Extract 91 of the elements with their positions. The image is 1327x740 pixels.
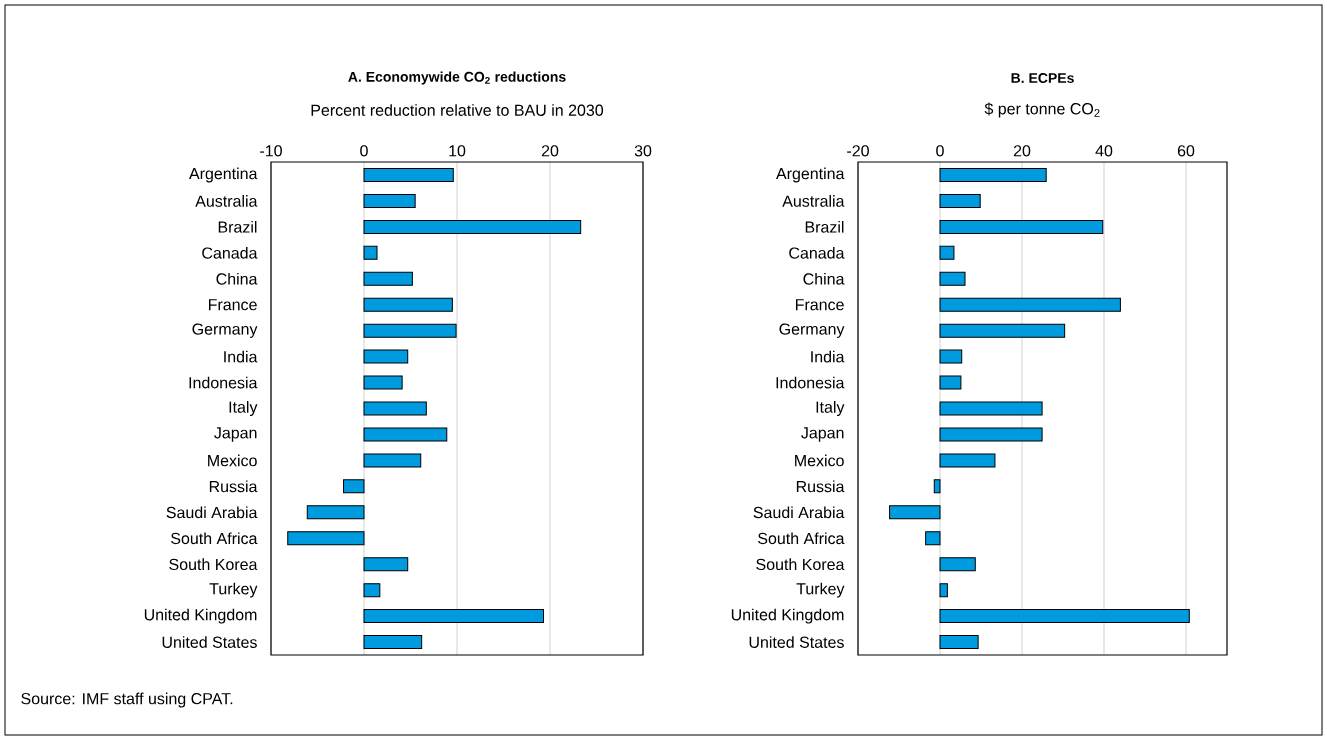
bar <box>939 193 981 208</box>
y-tick-label: Russia <box>796 480 845 493</box>
x-tick-label: 10 <box>449 145 466 157</box>
y-tick-label: United Kingdom <box>731 608 844 624</box>
x-axis-title: Percent reduction relative to BAU in 2030 <box>311 104 604 116</box>
y-tick-label: South Korea <box>756 558 845 571</box>
bar <box>939 271 966 286</box>
bar <box>363 635 423 650</box>
y-tick-label: Canada <box>202 246 258 259</box>
x-tick-label: 40 <box>1095 145 1113 157</box>
y-tick-label: India <box>811 350 845 363</box>
bar <box>363 245 378 260</box>
bar <box>363 375 403 390</box>
bar <box>939 557 976 572</box>
x-axis-title: $ per tonne CO$_{2}$ <box>984 102 1100 118</box>
y-tick-label: Indonesia <box>189 376 258 389</box>
bar <box>933 479 941 494</box>
chart-title: B. ECPEs <box>1011 73 1074 83</box>
bar <box>363 609 544 624</box>
x-tick-label: 20 <box>541 145 559 157</box>
y-tick-label: Germany <box>779 323 845 338</box>
y-tick-label: China <box>216 272 258 285</box>
bar <box>363 453 422 468</box>
y-tick-label: Italy <box>816 401 845 416</box>
y-tick-label: Italy <box>229 401 258 416</box>
bar <box>939 245 955 260</box>
x-tick-label: 0 <box>936 145 944 157</box>
y-tick-label: United Kingdom <box>144 608 257 624</box>
bar <box>925 531 941 546</box>
bar <box>939 583 948 598</box>
bar <box>363 401 427 416</box>
bar <box>363 427 448 442</box>
bar <box>939 297 1121 312</box>
y-tick-label: South Africa <box>758 532 845 545</box>
y-tick-label: Russia <box>209 480 258 493</box>
y-tick-label: Turkey <box>209 582 258 598</box>
x-tick-label: 20 <box>1013 145 1031 157</box>
bar <box>363 193 416 208</box>
x-tick-label: -20 <box>847 145 869 157</box>
y-tick-label: Brazil <box>218 221 257 233</box>
x-tick-label: 30 <box>634 145 652 157</box>
bar <box>363 271 413 286</box>
bar <box>939 635 979 650</box>
bar <box>939 219 1104 234</box>
y-tick-label: Japan <box>801 427 844 442</box>
y-tick-label: Turkey <box>796 582 845 598</box>
y-tick-label: Mexico <box>208 454 257 467</box>
source-note: Source: IMF staff using CPAT. <box>21 692 233 708</box>
bar <box>343 479 365 494</box>
y-tick-label: France <box>208 299 257 311</box>
y-tick-label: Saudi Arabia <box>166 506 258 519</box>
bar <box>363 583 381 598</box>
bar <box>939 375 962 390</box>
bar <box>363 297 453 312</box>
bar <box>939 167 1047 182</box>
bar <box>306 505 365 520</box>
y-tick-label: United States <box>162 636 257 648</box>
bar <box>939 349 963 364</box>
y-tick-label: France <box>796 299 844 311</box>
chart-title: A. Economywide CO$_{2}$ reductions <box>348 71 566 85</box>
bar <box>939 323 1066 338</box>
y-tick-label: India <box>224 350 258 363</box>
bar <box>363 167 454 182</box>
y-tick-label: Indonesia <box>776 376 845 389</box>
x-tick-label: 0 <box>360 145 368 157</box>
bar <box>287 531 365 546</box>
y-tick-label: Germany <box>192 323 258 338</box>
bar <box>363 219 582 234</box>
bar <box>939 401 1043 416</box>
bar <box>939 453 996 468</box>
y-tick-label: Australia <box>782 195 845 207</box>
bar <box>939 427 1043 442</box>
y-tick-label: Saudi Arabia <box>753 506 845 519</box>
bar <box>363 323 457 338</box>
y-tick-label: South Korea <box>169 558 258 571</box>
bar <box>363 557 409 572</box>
y-tick-label: China <box>803 272 845 285</box>
x-tick-label: -10 <box>260 145 282 157</box>
y-tick-label: Japan <box>214 427 257 442</box>
y-tick-label: South Africa <box>171 532 258 545</box>
bar <box>363 349 409 364</box>
y-tick-label: Australia <box>195 195 258 207</box>
y-tick-label: United States <box>749 636 844 648</box>
bar <box>889 505 941 520</box>
y-tick-label: Brazil <box>805 221 844 233</box>
y-tick-label: Canada <box>789 246 845 259</box>
y-tick-label: Argentina <box>776 167 845 183</box>
y-tick-label: Argentina <box>189 167 258 183</box>
y-tick-label: Mexico <box>795 454 844 467</box>
bar <box>939 609 1190 624</box>
x-tick-label: 60 <box>1177 145 1195 157</box>
